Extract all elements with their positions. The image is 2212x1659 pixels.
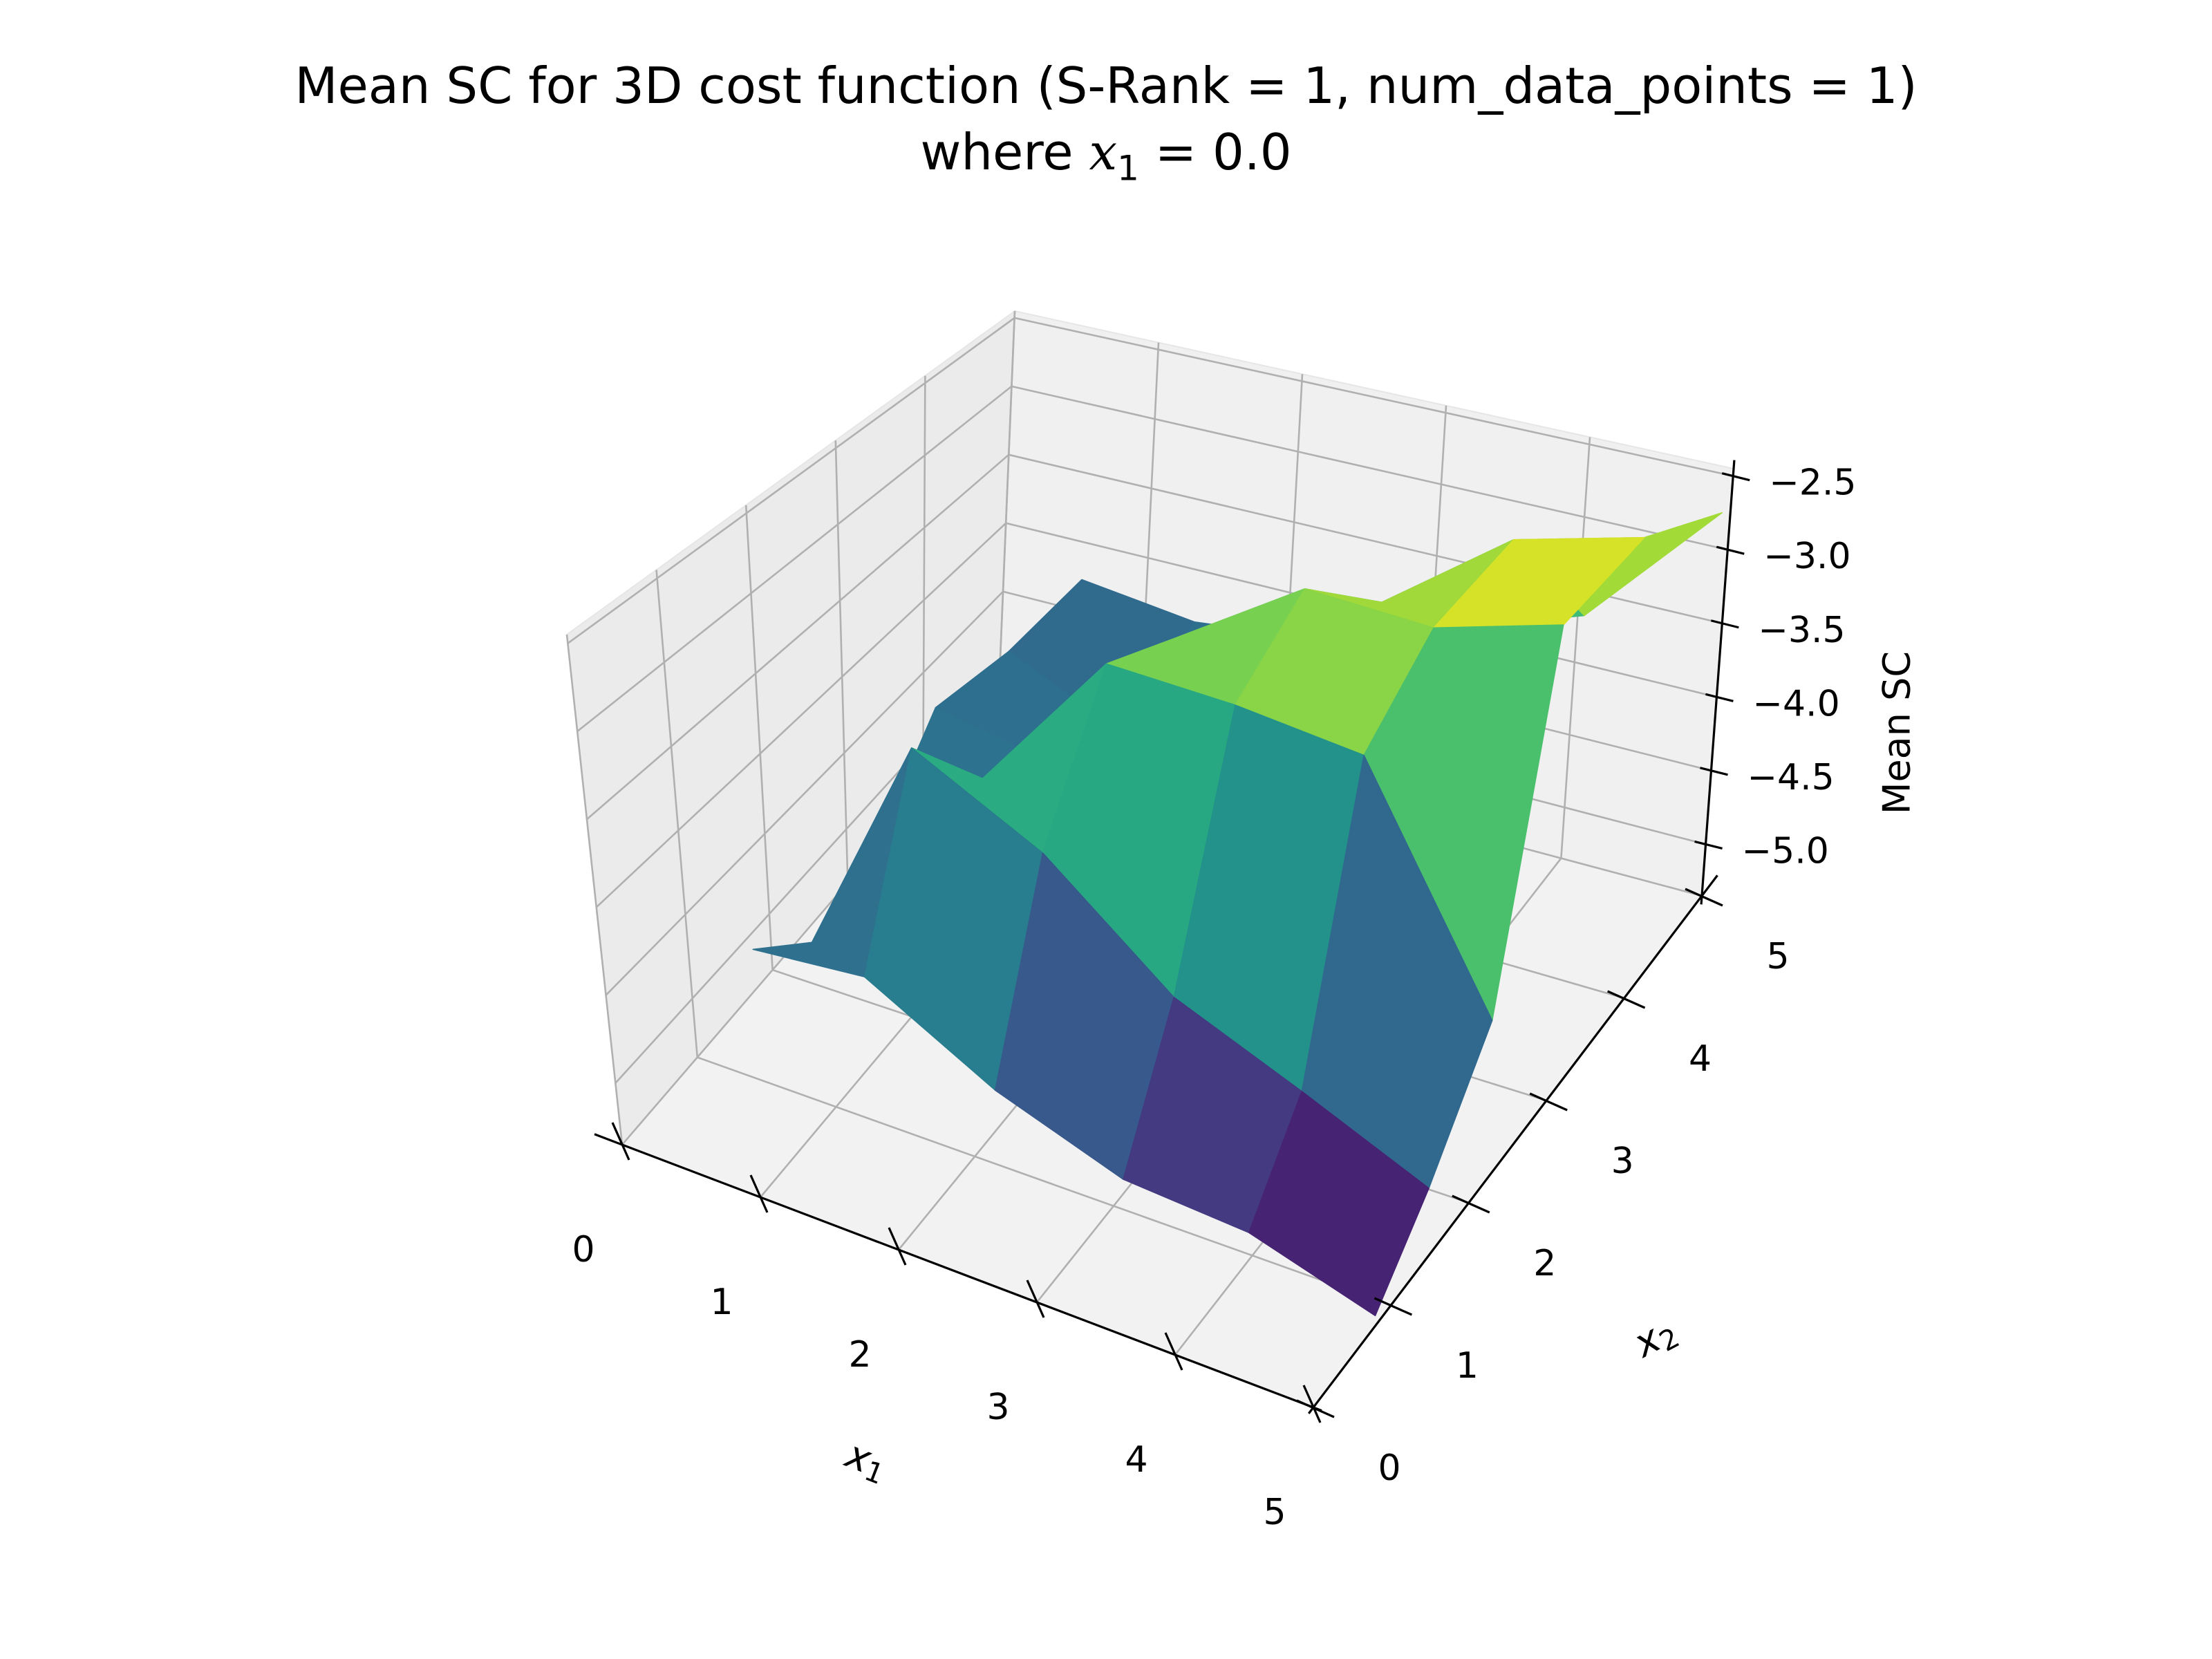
grid-line-x — [1560, 437, 1591, 859]
z-tick-label: −2.5 — [1769, 462, 1856, 504]
y-tick-label: 3 — [1611, 1141, 1634, 1182]
x-tick-mark — [1164, 1332, 1183, 1371]
y-axis-line — [1307, 874, 1718, 1414]
z-tick-label: −4.0 — [1752, 683, 1839, 724]
z-tick-label: −5.0 — [1742, 830, 1829, 872]
y-tick-label: 2 — [1533, 1243, 1556, 1284]
x-tick-label: 0 — [572, 1229, 594, 1271]
y-tick-mark — [1296, 1399, 1335, 1418]
grid-line-z — [567, 317, 1015, 644]
x-tick-label: 2 — [848, 1334, 871, 1376]
grid-line-z — [605, 590, 1004, 996]
x-tick-mark — [611, 1122, 630, 1161]
y-axis-label: x2 — [1625, 1308, 1685, 1370]
y-tick-label: 4 — [1689, 1038, 1712, 1080]
y-tick-mark — [1606, 990, 1646, 1009]
x-axis-line — [594, 1133, 1322, 1412]
grid-line-y — [655, 570, 699, 1058]
grid-line-z — [1014, 317, 1734, 477]
subtitle-variable: x — [1089, 123, 1118, 181]
grid-line-z — [577, 385, 1013, 732]
surface-mesh — [752, 512, 1723, 1317]
x-tick-label: 5 — [1263, 1492, 1286, 1533]
grid-line-y — [997, 310, 1016, 709]
chart-subtitle: where x1 = 0.0 — [0, 124, 2212, 196]
z-tick-mark — [1716, 545, 1745, 555]
x-tick-label: 3 — [986, 1387, 1009, 1428]
subtitle-suffix: = 0.0 — [1138, 123, 1292, 181]
z-axis-line — [1700, 460, 1736, 905]
z-tick-mark — [1694, 840, 1723, 850]
x-tick-label: 4 — [1125, 1439, 1147, 1481]
axis-lines — [594, 460, 1736, 1414]
y-tick-mark — [1452, 1194, 1490, 1214]
tick-labels: 0 1 2 3 4 5 0 1 2 3 4 5 −2.5 −3.0 −3.5 −4.0 −4.5 −5.0 x1 x2… — [572, 462, 1918, 1533]
x-tick-mark — [1026, 1280, 1045, 1318]
x-tick-mark — [749, 1174, 769, 1213]
y-tick-label: 0 — [1378, 1447, 1400, 1489]
surface-face — [1248, 1091, 1430, 1317]
grid-line-y — [921, 375, 926, 796]
z-tick-mark — [1705, 693, 1734, 702]
y-tick-label: 5 — [1766, 936, 1789, 977]
x-axis-label: x1 — [838, 1431, 894, 1491]
grid-line-z — [586, 453, 1010, 821]
tick-marks — [611, 472, 1750, 1423]
z-tick-label: −3.0 — [1763, 536, 1850, 577]
z-tick-label: −4.5 — [1747, 757, 1834, 798]
grid-line-z — [1011, 385, 1728, 551]
subtitle-prefix: where — [920, 123, 1089, 181]
z-tick-mark — [1700, 767, 1728, 776]
x-tick-label: 1 — [710, 1282, 733, 1323]
subtitle-subscript: 1 — [1117, 148, 1139, 189]
x-tick-mark — [888, 1227, 907, 1266]
z-tick-mark — [1710, 619, 1739, 629]
grid-line-y — [834, 440, 849, 883]
grid-line-z — [595, 522, 1007, 908]
z-tick-label: −3.5 — [1758, 610, 1845, 651]
z-tick-mark — [1721, 472, 1750, 482]
grid-line-y — [744, 505, 774, 971]
grid-line-y — [565, 634, 624, 1145]
y-tick-mark — [1685, 888, 1723, 907]
chart-title: Mean SC for 3D cost function (S-Rank = 1… — [294, 57, 1918, 115]
y-tick-mark — [1374, 1297, 1413, 1316]
y-tick-mark — [1529, 1092, 1568, 1112]
x-tick-mark — [1302, 1385, 1322, 1423]
y-tick-label: 1 — [1456, 1345, 1479, 1387]
grid-line-y — [697, 1056, 1391, 1306]
z-axis-label: Mean SC — [1875, 651, 1919, 814]
